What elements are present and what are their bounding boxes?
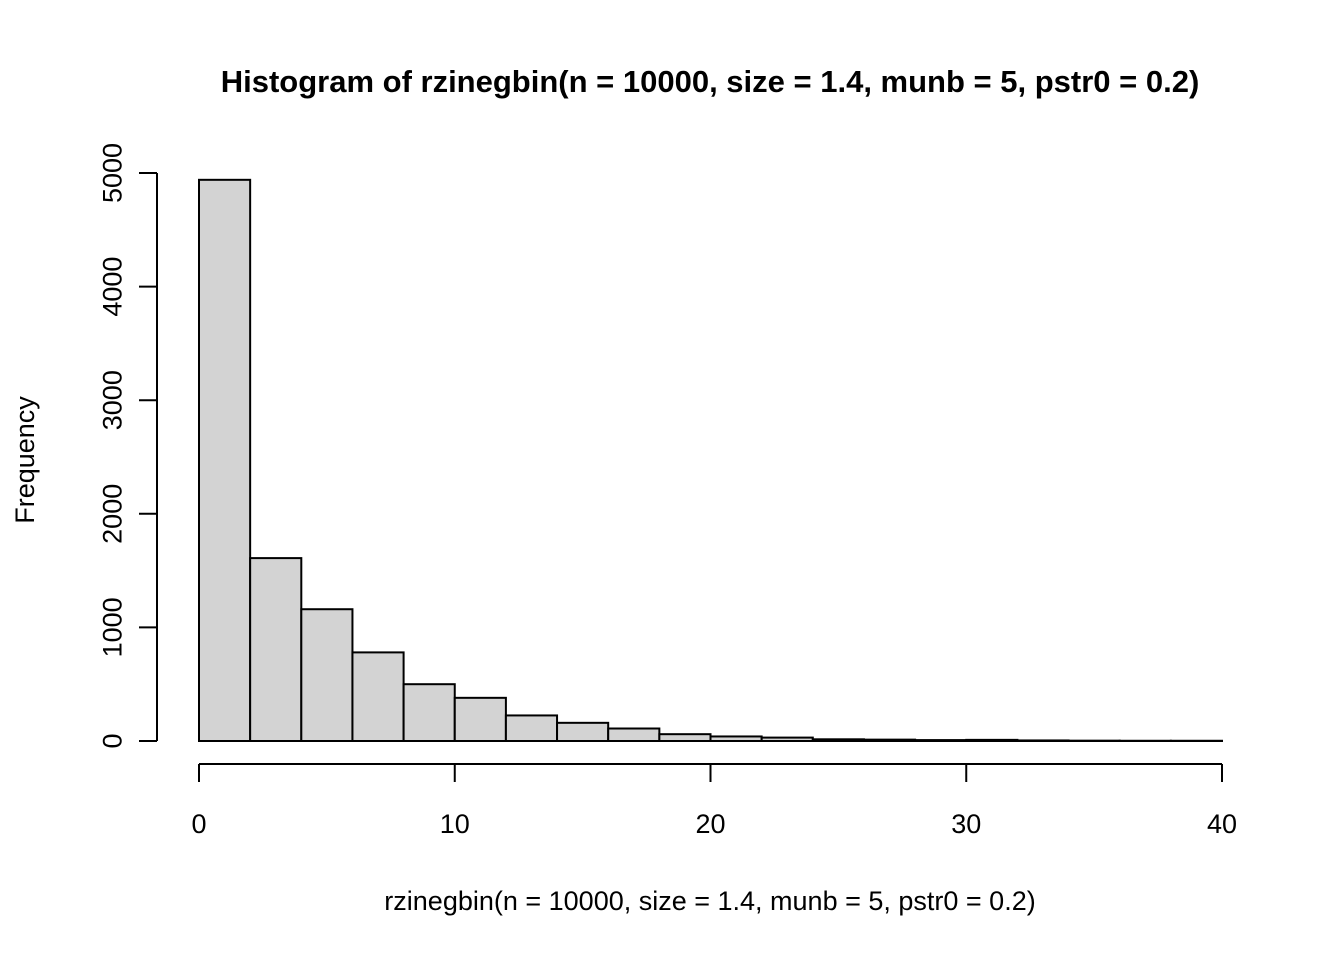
histogram-bar — [862, 738, 917, 742]
histogram-bar — [914, 739, 968, 742]
x-tick-label: 0 — [191, 809, 206, 839]
histogram-bar — [1016, 739, 1070, 743]
x-tick-label: 20 — [695, 809, 725, 839]
y-tick-label: 1000 — [97, 597, 127, 657]
histogram-bar — [709, 735, 763, 742]
y-tick-label: 0 — [97, 733, 127, 748]
x-tick-label: 40 — [1207, 809, 1237, 839]
histogram-bar — [607, 727, 661, 743]
histogram-bar — [453, 696, 507, 742]
chart-title: Histogram of rzinegbin(n = 10000, size =… — [221, 64, 1200, 99]
histogram-bar — [760, 736, 814, 742]
histogram-bar — [402, 683, 456, 743]
y-tick-label: 2000 — [97, 484, 127, 544]
histogram-bar — [351, 651, 405, 743]
y-axis: 0 1000 2000 3000 4000 5000 — [97, 143, 158, 749]
bars-group — [198, 178, 1223, 743]
x-tick-label: 10 — [440, 809, 470, 839]
histogram-bar — [811, 738, 865, 743]
histogram-bar — [965, 738, 1019, 743]
y-tick-label: 3000 — [97, 370, 127, 430]
x-axis: 0 10 20 30 40 — [191, 763, 1237, 839]
x-axis-label: rzinegbin(n = 10000, size = 1.4, munb = … — [384, 886, 1035, 916]
histogram-bar — [249, 557, 303, 742]
y-axis-label: Frequency — [10, 396, 40, 524]
histogram-bar — [556, 721, 610, 742]
y-tick-label: 4000 — [97, 257, 127, 317]
x-tick-label: 30 — [951, 809, 981, 839]
histogram-bar — [300, 608, 354, 742]
y-tick-label: 5000 — [97, 143, 127, 203]
histogram-bar — [198, 178, 252, 743]
histogram-bar — [504, 714, 559, 743]
histogram-bar — [658, 733, 712, 743]
